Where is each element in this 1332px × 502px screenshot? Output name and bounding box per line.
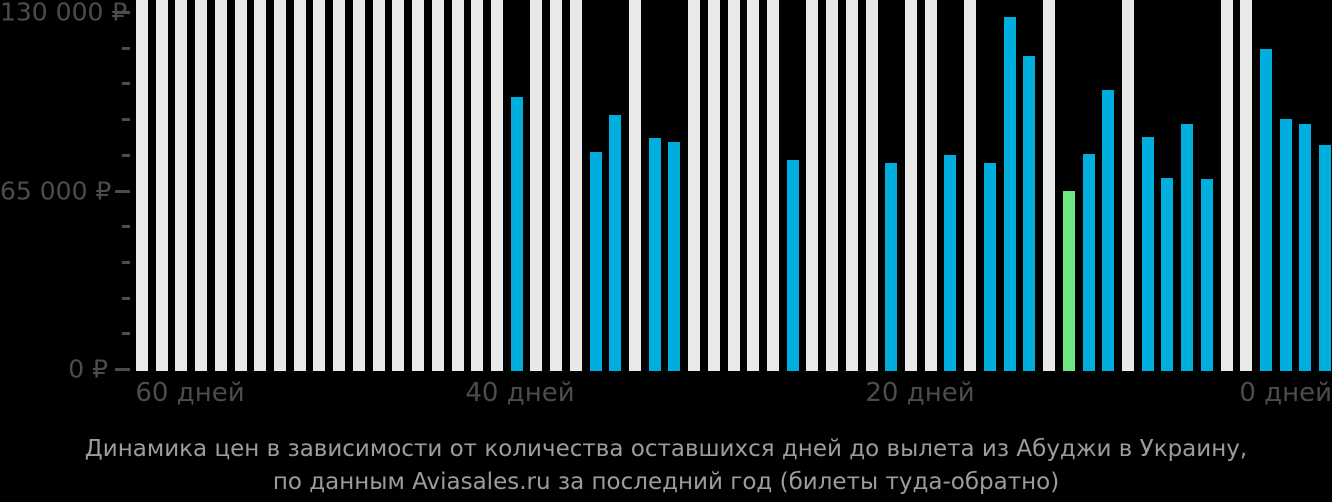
bar-no-data (274, 0, 287, 371)
bar-no-data (530, 0, 543, 371)
y-axis-label-65000: 65 000 ₽ (0, 176, 112, 205)
bar-no-data (254, 0, 267, 371)
y-major-tick (115, 368, 130, 371)
bar-no-data (490, 0, 503, 371)
bar-no-data (1220, 0, 1233, 371)
bar-no-data (392, 0, 405, 371)
bar-day-17[interactable] (983, 163, 996, 371)
bar-day-12[interactable] (1082, 154, 1095, 371)
bar-no-data (569, 0, 582, 371)
bar-no-data (333, 0, 346, 371)
bar-no-data (707, 0, 720, 371)
bar-no-data (234, 0, 247, 371)
bar-no-data (412, 0, 425, 371)
y-minor-tick (122, 118, 130, 122)
bar-no-data (767, 0, 779, 371)
y-minor-tick (122, 82, 130, 86)
bar-no-data (155, 0, 168, 371)
bar-no-data (550, 0, 563, 371)
bar-no-data (845, 0, 858, 371)
x-axis-label-40-days: 40 дней (465, 378, 575, 408)
y-major-tick (115, 11, 130, 14)
bar-day-2[interactable] (1279, 119, 1292, 371)
y-minor-tick (122, 332, 130, 336)
bar-day-16[interactable] (1003, 17, 1016, 371)
plot-area (136, 0, 1332, 371)
bar-no-data (1121, 0, 1134, 371)
bar-no-data (136, 0, 148, 371)
bar-day-27[interactable] (786, 160, 799, 371)
bar-day-0[interactable] (1319, 145, 1332, 371)
bar-no-data (865, 0, 878, 371)
x-axis-label-60-days: 60 дней (135, 378, 245, 408)
chart-title: Динамика цен в зависимости от количества… (84, 436, 1248, 462)
bar-no-data (747, 0, 760, 371)
bar-day-1[interactable] (1299, 124, 1312, 371)
bar-day-15[interactable] (1023, 56, 1036, 371)
bar-no-data (628, 0, 641, 371)
bar-day-19[interactable] (944, 155, 957, 371)
bar-no-data (806, 0, 819, 371)
bar-no-data (195, 0, 208, 371)
bar-no-data (431, 0, 444, 371)
bar-day-33[interactable] (668, 142, 681, 371)
chart-subtitle: по данным Aviasales.ru за последний год … (272, 469, 1060, 495)
bar-no-data (313, 0, 326, 371)
bar-day-9[interactable] (1141, 137, 1154, 371)
bar-no-data (727, 0, 740, 371)
bar-day-3[interactable] (1259, 49, 1272, 371)
x-axis-label-0-days: 0 дней (1239, 378, 1332, 408)
bar-no-data (372, 0, 385, 371)
y-minor-tick (122, 296, 130, 300)
bar-no-data (1043, 0, 1056, 371)
bar-no-data (451, 0, 464, 371)
bar-no-data (905, 0, 918, 371)
bar-no-data (293, 0, 306, 371)
bar-no-data (214, 0, 227, 371)
bar-day-8[interactable] (1161, 178, 1174, 371)
bar-no-data (352, 0, 365, 371)
x-axis-label-20-days: 20 дней (865, 378, 975, 408)
y-minor-tick (122, 46, 130, 50)
bar-day-37[interactable] (589, 152, 602, 371)
bar-day-6[interactable] (1200, 179, 1213, 371)
y-minor-tick (122, 260, 130, 264)
bar-day-36[interactable] (609, 115, 622, 371)
y-axis-label-0: 0 ₽ (68, 354, 108, 384)
y-minor-tick (122, 225, 130, 229)
bar-day-22[interactable] (885, 163, 898, 371)
y-axis-label-130000: 130 000 ₽ (0, 0, 128, 27)
bar-no-data (688, 0, 701, 371)
bar-no-data (1240, 0, 1253, 371)
bar-day-41[interactable] (510, 97, 523, 371)
bar-no-data (471, 0, 484, 371)
bar-day-13[interactable] (1062, 191, 1075, 371)
bar-day-34[interactable] (648, 138, 661, 371)
bar-no-data (964, 0, 977, 371)
bar-no-data (826, 0, 839, 371)
y-minor-tick (122, 153, 130, 157)
y-major-tick (115, 189, 130, 193)
bar-no-data (924, 0, 937, 371)
bar-day-11[interactable] (1102, 90, 1115, 371)
bar-no-data (175, 0, 188, 371)
bar-day-7[interactable] (1181, 124, 1194, 371)
chart-caption: Динамика цен в зависимости от количества… (0, 433, 1332, 499)
